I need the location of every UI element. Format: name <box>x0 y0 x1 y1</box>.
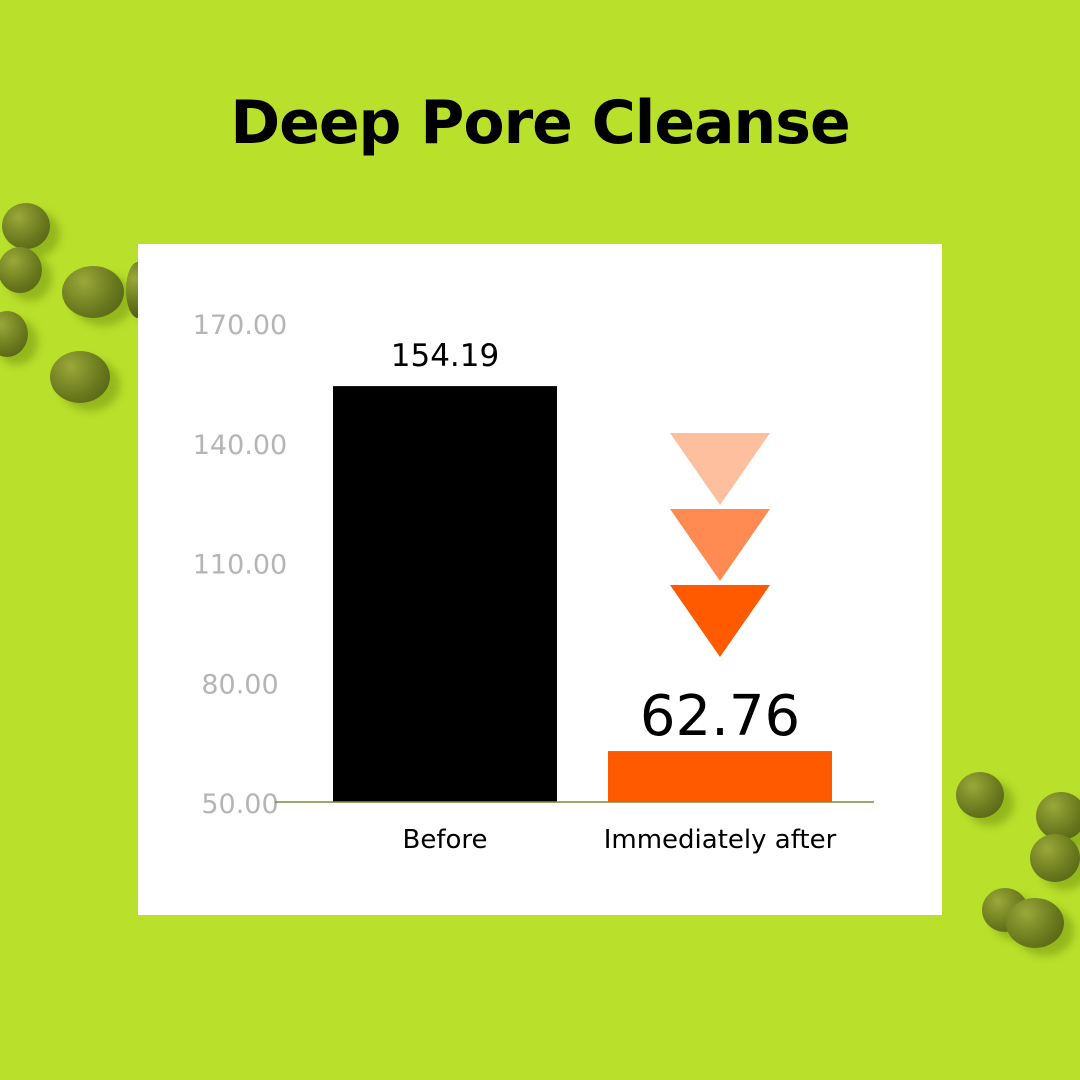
bean-decoration <box>1006 898 1064 948</box>
down-arrow-triangle-icon <box>670 585 770 657</box>
page-title: Deep Pore Cleanse <box>230 88 850 158</box>
y-tick-label: 80.00 <box>201 669 278 700</box>
down-arrow-triangle-icon <box>670 509 770 581</box>
x-category-label: Immediately after <box>604 825 837 855</box>
bean-decoration <box>1030 834 1080 882</box>
data-label: 62.76 <box>640 684 800 749</box>
bean-decoration <box>0 247 42 293</box>
y-tick-label: 110.00 <box>193 550 287 581</box>
y-tick-label: 170.00 <box>193 310 287 341</box>
bean-decoration <box>1036 792 1080 840</box>
bar-before <box>333 386 557 802</box>
data-label: 154.19 <box>391 338 499 374</box>
bean-decoration <box>50 351 110 403</box>
y-tick-label: 140.00 <box>193 430 287 461</box>
bar-after <box>608 751 832 802</box>
bean-decoration <box>956 772 1004 818</box>
bean-decoration <box>62 266 124 318</box>
y-tick-label: 50.00 <box>201 789 278 820</box>
down-arrow-triangle-icon <box>670 433 770 505</box>
bean-decoration <box>2 203 50 249</box>
x-category-label: Before <box>402 825 487 855</box>
